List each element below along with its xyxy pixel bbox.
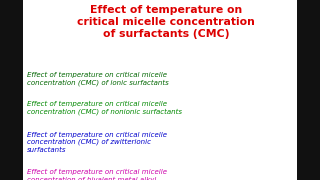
FancyBboxPatch shape [0, 0, 23, 180]
Text: Effect of temperature on critical micelle
concentration (CMC) of zwitterionic
su: Effect of temperature on critical micell… [27, 131, 167, 153]
Text: Effect of temperature on critical micelle
concentration (CMC) of nonionic surfac: Effect of temperature on critical micell… [27, 101, 182, 115]
Text: Effect of temperature on
critical micelle concentration
of surfactants (CMC): Effect of temperature on critical micell… [77, 5, 255, 39]
FancyBboxPatch shape [297, 0, 320, 180]
Text: Effect of temperature on critical micelle
concentration (CMC) of ionic surfactan: Effect of temperature on critical micell… [27, 72, 169, 86]
Text: Effect of temperature on critical micelle
concentration of bivalent metal alkyl
: Effect of temperature on critical micell… [27, 169, 167, 180]
